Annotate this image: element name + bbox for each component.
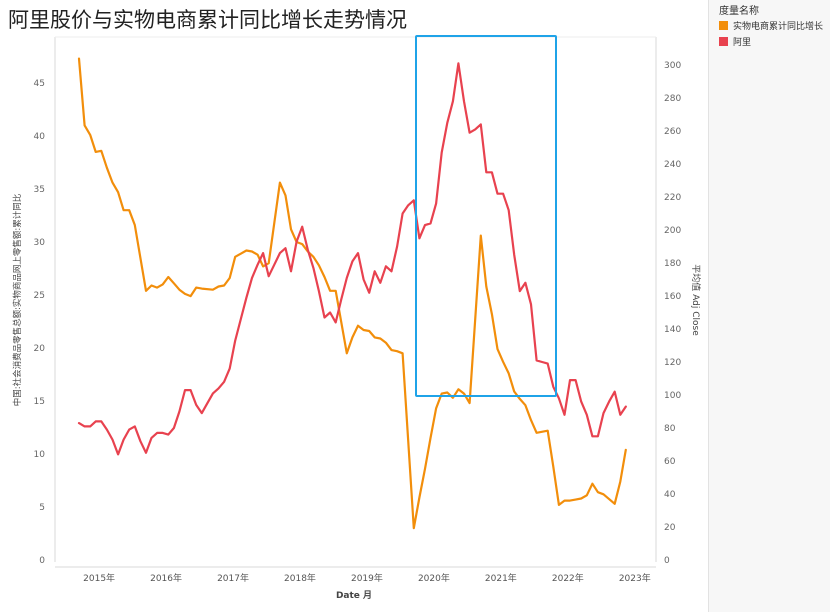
highlight-box xyxy=(415,35,557,397)
y-right-tick-label: 0 xyxy=(664,556,670,566)
y-left-axis-label: 中国:社会消费品零售总额:实物商品网上零售额:累计同比 xyxy=(12,194,23,407)
legend-title: 度量名称 xyxy=(719,6,759,17)
legend-item-ecommerce[interactable]: 实物电商累计同比增长 xyxy=(719,19,823,32)
y-right-tick-label: 120 xyxy=(664,358,681,368)
y-left-tick-label: 5 xyxy=(39,503,45,513)
y-left-tick-label: 15 xyxy=(34,397,45,407)
series-line-ecommerce xyxy=(77,57,627,530)
x-tick-label: 2021年 xyxy=(485,572,517,584)
y-right-tick-label: 40 xyxy=(664,490,676,500)
x-tick-label: 2020年 xyxy=(418,572,450,584)
legend-swatch-ecommerce xyxy=(719,21,728,30)
y-right-tick-label: 240 xyxy=(664,160,681,170)
y-right-tick-label: 140 xyxy=(664,325,681,335)
y-left-tick-label: 45 xyxy=(34,79,45,89)
y-right-tick-label: 20 xyxy=(664,523,676,533)
legend-label-alibaba: 阿里 xyxy=(733,38,752,48)
y-left-tick-label: 40 xyxy=(34,132,46,142)
chart-canvas: 0 5 10 15 20 25 30 35 40 45 0 20 40 60 80 100 120 140 160 1… xyxy=(12,35,702,601)
y-left-tick-label: 0 xyxy=(39,556,45,566)
y-right-tick-label: 80 xyxy=(664,424,676,434)
y-right-tick-label: 300 xyxy=(664,61,681,71)
y-right-axis-label: 平均值 Adj Close xyxy=(690,264,702,336)
y-right-tick-label: 100 xyxy=(664,391,681,401)
legend-label-ecommerce: 实物电商累计同比增长 xyxy=(733,22,824,32)
y-right-tick-label: 200 xyxy=(664,226,681,236)
y-right-tick-label: 280 xyxy=(664,94,681,104)
y-right-tick-label: 260 xyxy=(664,127,681,137)
x-tick-label: 2018年 xyxy=(284,572,316,584)
y-left-tick-label: 10 xyxy=(34,450,46,460)
legend-swatch-alibaba xyxy=(719,37,728,46)
legend-item-alibaba[interactable]: 阿里 xyxy=(719,35,751,48)
y-left-tick-label: 20 xyxy=(34,344,46,354)
y-left-tick-label: 25 xyxy=(34,291,45,301)
y-right-tick-label: 60 xyxy=(664,457,676,467)
x-tick-label: 2017年 xyxy=(217,572,249,584)
y-right-tick-label: 160 xyxy=(664,292,681,302)
x-tick-label: 2023年 xyxy=(619,572,651,584)
x-axis-label: Date 月 xyxy=(336,590,372,601)
x-tick-label: 2016年 xyxy=(150,572,182,584)
legend-panel: 度量名称 实物电商累计同比增长 阿里 xyxy=(708,0,830,612)
y-right-tick-label: 180 xyxy=(664,259,681,269)
series-line-alibaba xyxy=(77,62,627,456)
chart-title: 阿里股价与实物电商累计同比增长走势情况 xyxy=(8,8,407,32)
y-left-tick-label: 35 xyxy=(34,185,45,195)
y-right-tick-label: 220 xyxy=(664,193,681,203)
x-tick-label: 2019年 xyxy=(351,572,383,584)
x-tick-label: 2022年 xyxy=(552,572,584,584)
x-tick-label: 2015年 xyxy=(83,572,115,584)
y-left-tick-label: 30 xyxy=(34,238,46,248)
